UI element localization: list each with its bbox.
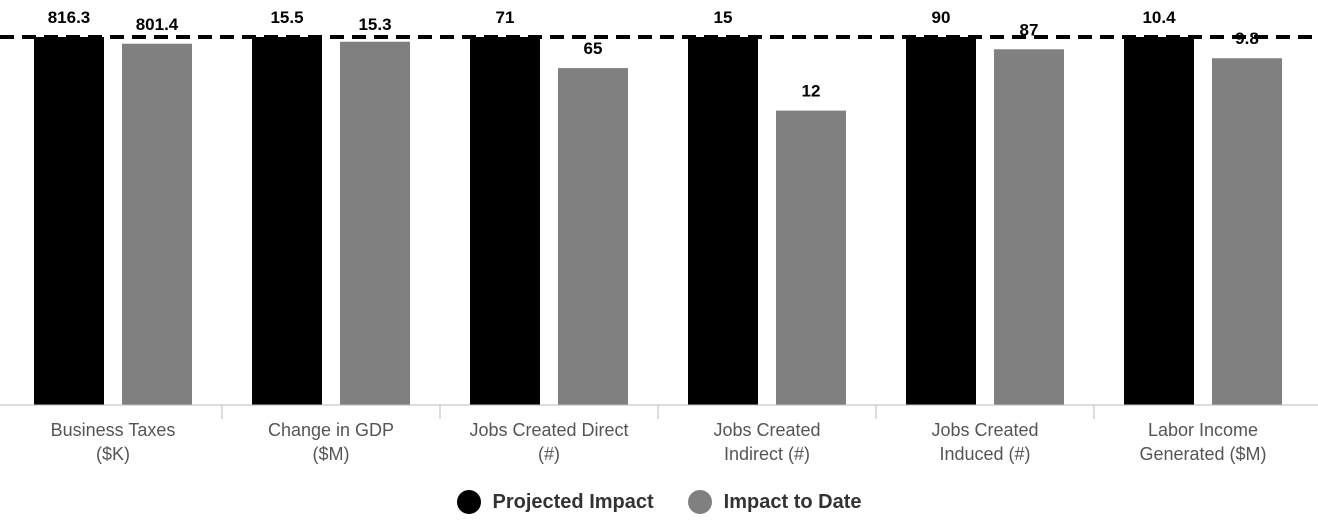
bar-projected (470, 37, 540, 405)
bar-to-date (994, 49, 1064, 406)
bar-to-date (1212, 58, 1282, 405)
legend-item-projected[interactable]: Projected Impact (456, 490, 654, 514)
category-label: ($M) (313, 444, 350, 464)
x-axis (0, 404, 1318, 419)
value-label-projected: 71 (496, 8, 515, 27)
category-label: Jobs Created Direct (469, 420, 628, 440)
bars-group (34, 37, 1282, 406)
value-label-to-date: 9.8 (1235, 29, 1259, 48)
value-label-to-date: 801.4 (136, 15, 179, 34)
category-label: ($K) (96, 444, 130, 464)
value-label-projected: 15.5 (270, 8, 303, 27)
category-label: Jobs Created (931, 420, 1038, 440)
legend-item-to-date[interactable]: Impact to Date (687, 490, 862, 514)
category-label: Indirect (#) (724, 444, 810, 464)
value-label-projected: 10.4 (1142, 8, 1176, 27)
value-label-to-date: 87 (1020, 20, 1039, 39)
bar-to-date (122, 43, 192, 406)
value-label-projected: 15 (714, 8, 733, 27)
category-label: (#) (538, 444, 560, 464)
legend-label-to-date: Impact to Date (723, 490, 862, 513)
category-label: Business Taxes (51, 420, 176, 440)
value-label-to-date: 12 (802, 82, 821, 101)
bar-projected (906, 37, 976, 405)
category-label: Labor Income (1148, 420, 1258, 440)
value-labels-group: 816.3 801.4 15.5 15.3 71 65 15 12 90 87 10.4 9.8 (48, 8, 1259, 101)
category-label: Change in GDP (268, 420, 394, 440)
bar-projected (688, 37, 758, 405)
bar-to-date (558, 68, 628, 405)
value-label-to-date: 15.3 (358, 15, 391, 34)
bar-chart: 816.3 801.4 15.5 15.3 71 65 15 12 90 87 10.4 9.8 Bu… (0, 8, 1318, 464)
category-label: Induced (#) (939, 444, 1030, 464)
legend-label-projected: Projected Impact (492, 490, 654, 513)
value-label-to-date: 65 (584, 39, 603, 58)
bar-projected (252, 37, 322, 405)
legend: Projected Impact Impact to Date (0, 490, 1318, 514)
bar-projected (34, 37, 104, 405)
bar-projected (1124, 37, 1194, 405)
value-label-projected: 90 (932, 8, 951, 27)
bar-to-date (776, 110, 846, 405)
category-labels-group: Business Taxes ($K) Change in GDP ($M) Jobs … (51, 420, 1267, 464)
category-label: Generated ($M) (1139, 444, 1266, 464)
value-label-projected: 816.3 (48, 8, 91, 27)
legend-swatch-to-date (687, 490, 712, 514)
bar-to-date (340, 41, 410, 406)
category-label: Jobs Created (713, 420, 820, 440)
legend-swatch-projected (456, 490, 481, 514)
